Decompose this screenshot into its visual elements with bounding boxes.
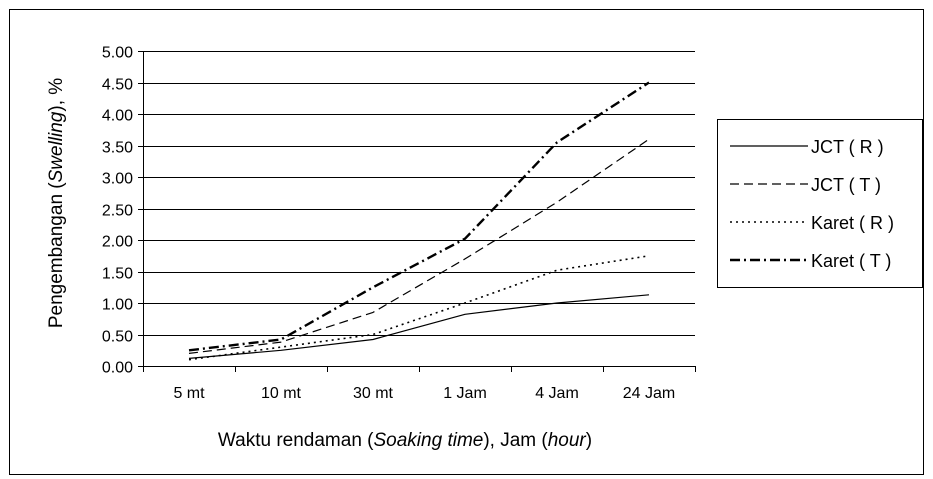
legend-label-1: JCT ( R ) — [811, 137, 884, 157]
y-tick-label: 2.00 — [102, 234, 133, 251]
axis-layer — [138, 51, 696, 372]
x-tick-label: 5 mt — [173, 385, 205, 402]
legend-label-2: JCT ( T ) — [811, 175, 881, 195]
series-line-3 — [188, 255, 650, 361]
series-layer — [188, 81, 650, 361]
x-tick-label: 24 Jam — [623, 385, 675, 402]
x-tick-label: 1 Jam — [443, 385, 487, 402]
y-tick-label: 3.00 — [102, 171, 133, 188]
y-tick-label: 0.50 — [102, 329, 133, 346]
y-tick-label: 1.00 — [102, 297, 133, 314]
y-tick-label: 3.50 — [102, 140, 133, 157]
y-tick-label: 2.50 — [102, 203, 133, 220]
legend-label-3: Karet ( R ) — [811, 213, 894, 233]
x-tick-label: 10 mt — [261, 385, 302, 402]
x-tick-label: 4 Jam — [535, 385, 579, 402]
y-tick-label: 5.00 — [102, 45, 133, 62]
x-axis-title: Waktu rendaman (Soaking time), Jam (hour… — [218, 430, 592, 451]
legend-label-4: Karet ( T ) — [811, 251, 891, 271]
label-layer: Waktu rendaman (Soaking time), Jam (hour… — [46, 45, 675, 452]
y-tick-label: 0.00 — [102, 360, 133, 377]
y-axis-title: Pengembangan (Swelling), % — [46, 78, 67, 328]
y-tick-label: 1.50 — [102, 266, 133, 283]
series-line-1 — [188, 294, 650, 359]
y-tick-label: 4.50 — [102, 77, 133, 94]
x-tick-label: 30 mt — [353, 385, 394, 402]
grid-layer — [143, 51, 695, 336]
series-line-2 — [188, 138, 650, 354]
y-tick-label: 4.00 — [102, 108, 133, 125]
legend: JCT ( R ) JCT ( T ) Karet ( R ) Karet ( T ) — [717, 119, 923, 288]
